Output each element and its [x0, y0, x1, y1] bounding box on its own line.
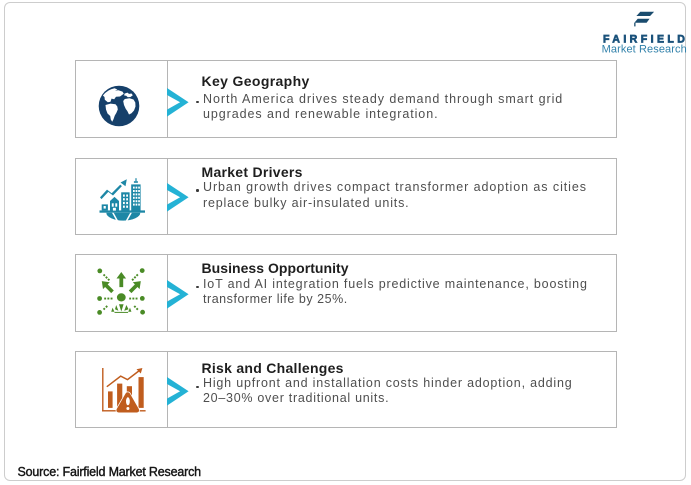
svg-text:Market Research: Market Research [602, 43, 687, 55]
svg-text:FAIRFIELD: FAIRFIELD [603, 33, 688, 45]
